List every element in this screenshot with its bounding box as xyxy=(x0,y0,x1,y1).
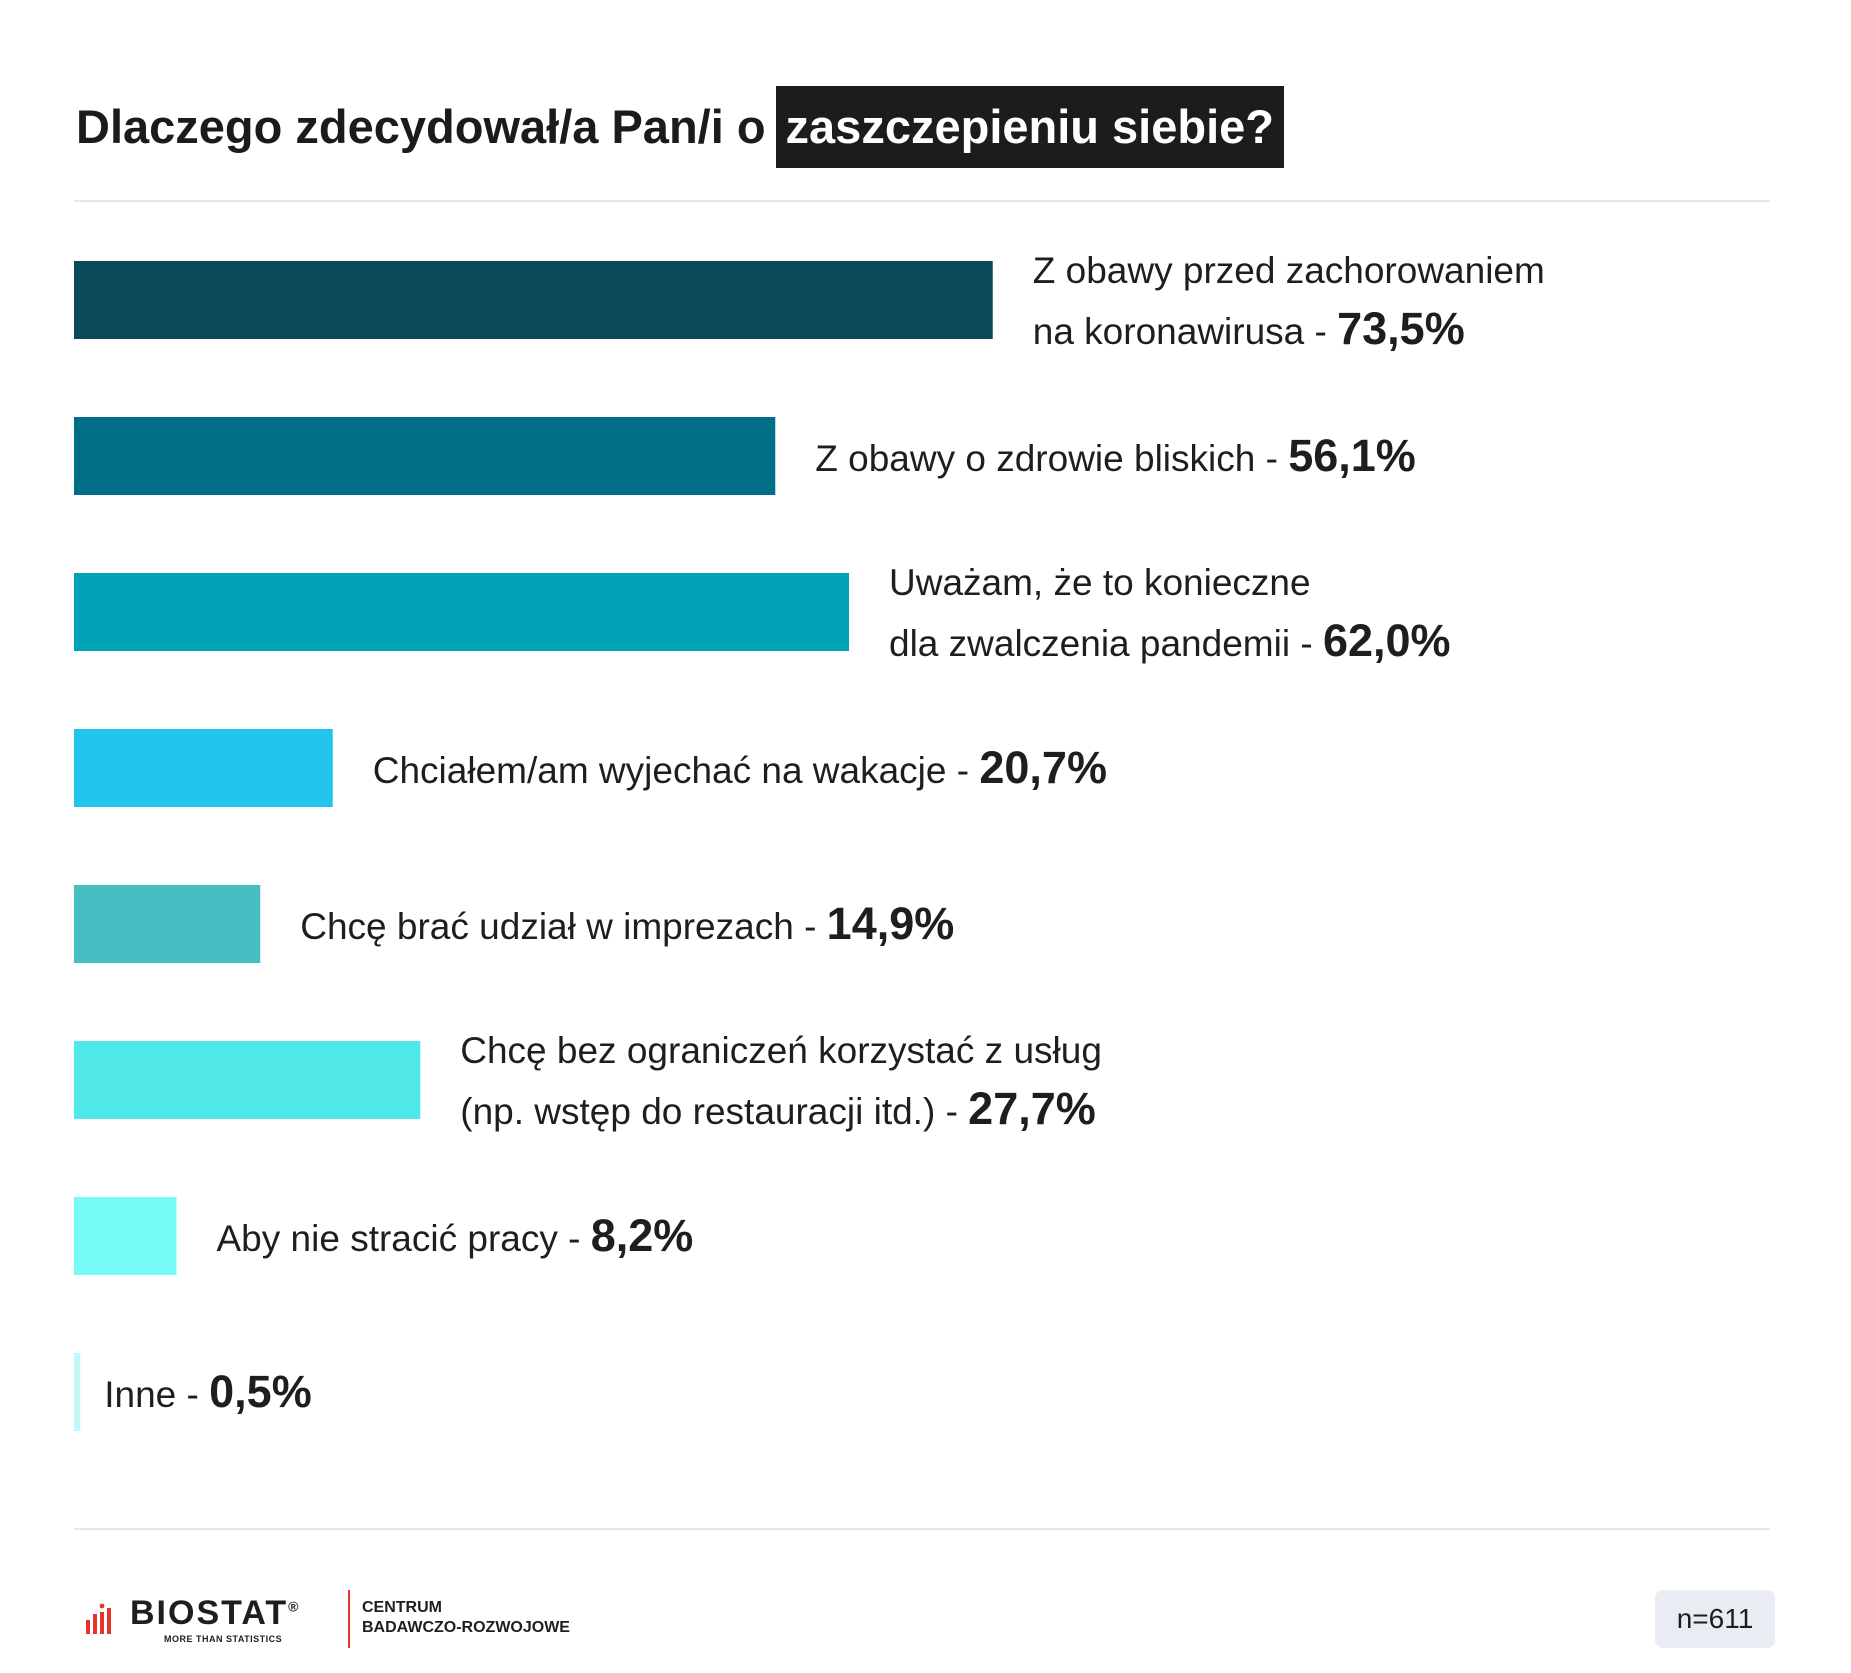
value-label: 27,7% xyxy=(968,1083,1096,1134)
title-text: Dlaczego zdecydował/a Pan/i o xyxy=(76,100,766,153)
category-label: Z obawy przed zachorowaniem xyxy=(1032,250,1545,291)
value-label: 14,9% xyxy=(826,898,955,949)
bar-1 xyxy=(74,261,993,339)
bar-label-1: Z obawy przed zachorowaniem na koronawiru… xyxy=(1033,242,1545,361)
category-label: Chcę bez ograniczeń korzystać z usług xyxy=(460,1030,1102,1071)
value-label: 8,2% xyxy=(590,1210,694,1261)
bar-5 xyxy=(74,885,261,963)
bar-label-2: Z obawy o zdrowie bliskich - 56,1% xyxy=(815,427,1416,488)
bar-8 xyxy=(74,1353,81,1431)
bar-label-5: Chcę brać udział w imprezach - 14,9% xyxy=(300,895,954,956)
logo-subtitle: CENTRUM BADAWCZO-ROZWOJOWE xyxy=(362,1598,570,1638)
category-label: Aby nie stracić pracy - 8,2% xyxy=(216,1210,694,1261)
category-label: dla zwalczenia pandemii - 62,0% xyxy=(889,615,1451,666)
bar-label-8: Inne - 0,5% xyxy=(104,1363,311,1424)
title-highlight: zaszczepieniu siebie? xyxy=(775,86,1284,168)
category-label: na koronawirusa - 73,5% xyxy=(1032,303,1465,354)
bar-7 xyxy=(74,1197,177,1275)
bar-chart xyxy=(74,261,993,1431)
value-label: 20,7% xyxy=(979,742,1107,793)
category-label: Uważam, że to konieczne xyxy=(889,562,1311,603)
category-label: Z obawy o zdrowie bliskich - 56,1% xyxy=(815,430,1416,481)
bottom-divider xyxy=(74,1528,1770,1530)
top-divider xyxy=(74,200,1770,202)
logo-bars-icon xyxy=(86,1603,111,1634)
bar-label-4: Chciałem/am wyjechać na wakacje - 20,7% xyxy=(373,739,1107,800)
bar-2 xyxy=(74,417,776,495)
bar-4 xyxy=(74,729,333,807)
value-label: 0,5% xyxy=(209,1366,312,1417)
chart-title: Dlaczego zdecydował/a Pan/i o zaszczepien… xyxy=(76,86,1284,168)
bar-label-3: Uważam, że to konieczne dla zwalczenia pa… xyxy=(889,554,1451,673)
logo-subtitle-line1: CENTRUM xyxy=(362,1599,442,1616)
bar-label-6: Chcę bez ograniczeń korzystać z usług (np… xyxy=(460,1022,1102,1141)
category-label: Chciałem/am wyjechać na wakacje - 20,7% xyxy=(372,742,1107,793)
logo-subtitle-line2: BADAWCZO-ROZWOJOWE xyxy=(362,1619,570,1636)
logo-wordmark: BIOSTAT® xyxy=(130,1594,301,1632)
sample-size-badge: n=611 xyxy=(1655,1590,1775,1648)
logo-tagline: MORE THAN STATISTICS xyxy=(164,1634,283,1644)
category-label: (np. wstęp do restauracji itd.) - 27,7% xyxy=(460,1083,1096,1134)
bar-label-7: Aby nie stracić pracy - 8,2% xyxy=(217,1207,694,1268)
category-label: Inne - 0,5% xyxy=(104,1366,312,1417)
value-label: 73,5% xyxy=(1337,303,1465,354)
category-label: Chcę brać udział w imprezach - 14,9% xyxy=(300,898,955,949)
bar-6 xyxy=(74,1041,421,1119)
value-label: 56,1% xyxy=(1288,430,1416,481)
bar-3 xyxy=(74,573,849,651)
logo-divider xyxy=(348,1590,350,1648)
value-label: 62,0% xyxy=(1322,615,1451,666)
